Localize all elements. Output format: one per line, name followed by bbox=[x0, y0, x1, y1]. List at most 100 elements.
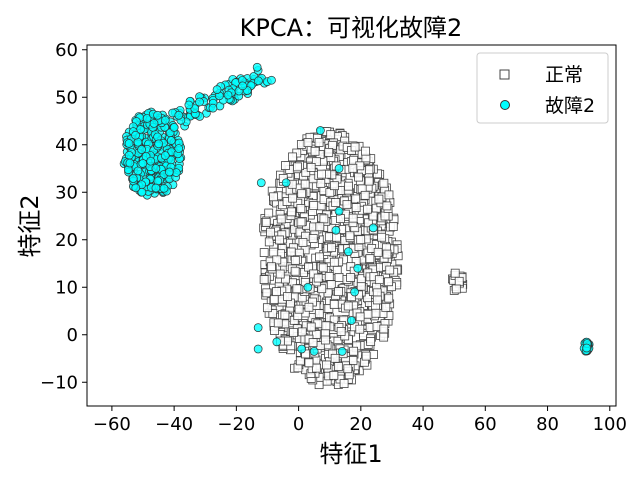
data-point bbox=[297, 344, 307, 354]
data-point bbox=[450, 268, 460, 278]
data-point bbox=[153, 110, 162, 120]
data-point bbox=[363, 204, 372, 214]
data-point bbox=[297, 327, 307, 337]
data-point bbox=[294, 304, 304, 314]
data-point bbox=[348, 356, 358, 365]
data-point bbox=[336, 214, 345, 224]
data-point bbox=[297, 189, 307, 199]
data-point bbox=[350, 142, 360, 152]
y-tick-label: 10 bbox=[55, 277, 78, 298]
data-point bbox=[342, 200, 352, 210]
data-point bbox=[343, 301, 353, 311]
data-point bbox=[316, 179, 326, 188]
data-point bbox=[368, 211, 378, 221]
data-point bbox=[379, 324, 389, 334]
x-axis-label: 特征1 bbox=[319, 440, 382, 468]
data-point bbox=[281, 178, 291, 188]
data-point bbox=[582, 343, 592, 353]
data-point bbox=[379, 178, 389, 188]
y-tick-label: 50 bbox=[55, 87, 78, 108]
y-tick-label: 40 bbox=[55, 135, 78, 156]
data-point bbox=[324, 272, 334, 281]
legend-marker-normal bbox=[499, 69, 510, 80]
data-point bbox=[334, 206, 344, 216]
data-point bbox=[131, 130, 140, 140]
data-point bbox=[344, 247, 353, 256]
data-point bbox=[314, 309, 324, 318]
data-point bbox=[384, 293, 394, 303]
data-point bbox=[360, 190, 370, 200]
data-point bbox=[361, 146, 370, 156]
data-point bbox=[304, 262, 313, 272]
data-point bbox=[368, 223, 378, 233]
y-tick-label: 20 bbox=[55, 230, 78, 251]
data-point bbox=[330, 181, 339, 191]
data-point bbox=[290, 256, 300, 265]
y-axis: −10 0 10 20 30 40 50 60 bbox=[40, 40, 87, 393]
data-point bbox=[166, 136, 176, 145]
data-point bbox=[298, 238, 308, 247]
x-tick-label: 100 bbox=[593, 414, 627, 435]
data-point bbox=[348, 213, 358, 223]
data-point bbox=[329, 300, 339, 309]
data-point bbox=[363, 293, 372, 303]
data-point bbox=[315, 252, 324, 262]
data-point bbox=[304, 302, 314, 312]
data-point bbox=[363, 218, 373, 228]
data-point bbox=[366, 337, 376, 346]
data-point bbox=[253, 344, 263, 354]
data-point bbox=[347, 316, 356, 325]
data-point bbox=[334, 164, 344, 173]
data-point bbox=[223, 90, 233, 100]
data-point bbox=[287, 207, 296, 217]
data-point bbox=[293, 162, 302, 172]
data-point bbox=[131, 183, 141, 193]
data-point bbox=[174, 110, 184, 120]
data-point bbox=[331, 225, 341, 235]
data-point bbox=[288, 152, 297, 162]
data-point bbox=[326, 130, 336, 140]
data-point bbox=[349, 346, 359, 356]
data-point bbox=[256, 178, 266, 188]
data-point bbox=[137, 145, 146, 154]
data-point bbox=[281, 161, 290, 170]
x-axis: −60 −40 −20 0 20 40 60 80 100 bbox=[93, 406, 627, 435]
data-point bbox=[195, 97, 204, 107]
data-point bbox=[337, 347, 347, 356]
data-point bbox=[384, 190, 394, 200]
data-point bbox=[356, 235, 366, 245]
data-point bbox=[388, 222, 398, 231]
data-point bbox=[159, 183, 169, 193]
data-point bbox=[379, 332, 389, 342]
x-tick-label: 80 bbox=[536, 414, 559, 435]
data-points bbox=[119, 62, 594, 390]
x-tick-label: 20 bbox=[349, 414, 372, 435]
data-point bbox=[262, 288, 272, 298]
y-tick-label: −10 bbox=[40, 372, 78, 393]
data-point bbox=[254, 76, 263, 86]
data-point bbox=[296, 204, 306, 213]
data-point bbox=[317, 284, 327, 294]
data-point bbox=[272, 337, 282, 347]
data-point bbox=[164, 167, 174, 177]
data-point bbox=[325, 188, 335, 198]
legend-label-fault2: 故障2 bbox=[545, 95, 595, 117]
data-point bbox=[326, 280, 336, 290]
data-point bbox=[385, 265, 395, 275]
data-point bbox=[369, 350, 378, 359]
data-point bbox=[380, 211, 390, 221]
data-point bbox=[354, 172, 363, 182]
data-point bbox=[317, 169, 326, 179]
legend-label-normal: 正常 bbox=[545, 64, 583, 86]
data-point bbox=[356, 274, 366, 284]
data-point bbox=[280, 310, 290, 320]
data-point bbox=[306, 322, 316, 332]
data-point bbox=[343, 364, 353, 374]
data-point bbox=[334, 362, 343, 371]
data-point bbox=[252, 62, 262, 72]
data-point bbox=[169, 123, 179, 132]
data-point bbox=[283, 292, 292, 301]
plot-frame bbox=[86, 44, 617, 407]
data-point bbox=[353, 263, 363, 273]
data-point bbox=[309, 347, 319, 356]
